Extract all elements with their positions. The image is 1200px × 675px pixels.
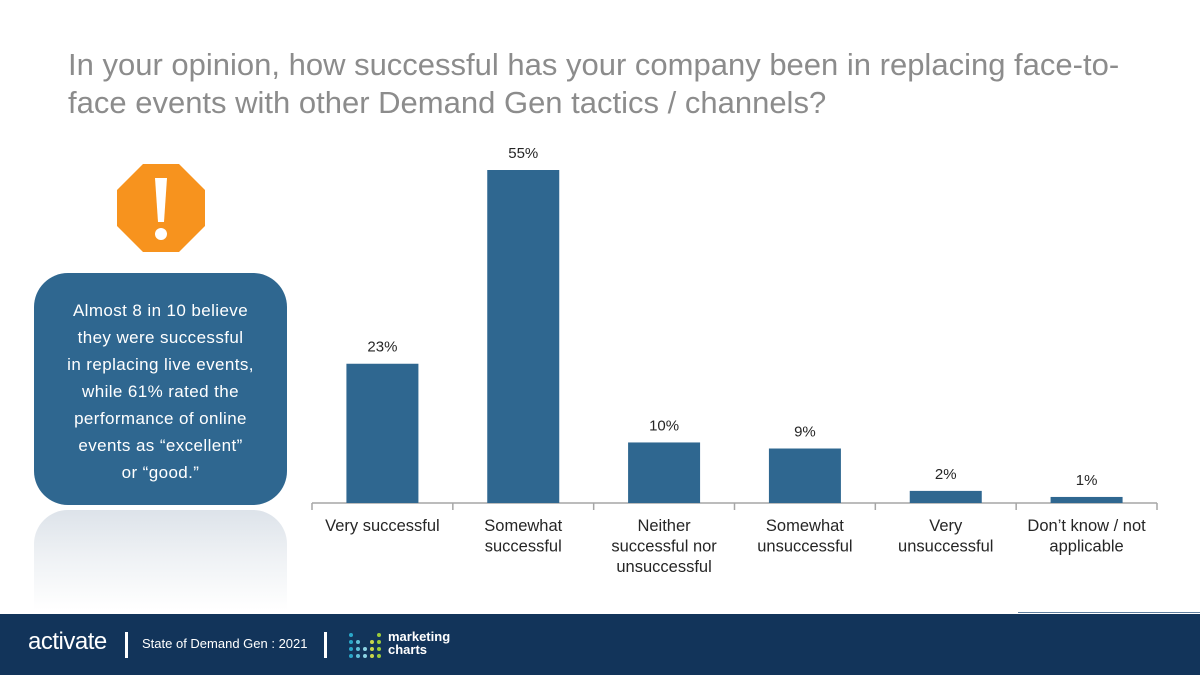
callout-line: performance of online [74, 409, 247, 428]
callout-line: Almost 8 in 10 believe [72, 301, 249, 320]
category-label: Very [929, 517, 963, 535]
footer-separator [324, 632, 327, 658]
callout-line: or “good.” [121, 463, 200, 482]
data-label: 55% [508, 145, 538, 162]
footer-bar: activate State of Demand Gen : 2021 mark… [0, 614, 1200, 675]
bar-chart: 23% Very successful 55% Somewhat successful 1… [311, 145, 1158, 576]
partner-logo-text: marketing charts [388, 630, 450, 656]
marketing-charts-logo-icon [349, 633, 381, 658]
category-label: Don’t know / not [1027, 517, 1146, 535]
callout-line: events as “excellent” [78, 436, 243, 455]
footer-subtitle: State of Demand Gen : 2021 [142, 636, 308, 651]
category-label: Very successful [325, 517, 440, 535]
category-label: successful [485, 538, 562, 556]
data-label: 9% [794, 424, 816, 441]
brand-logo: activate [28, 628, 107, 655]
partner-logo-line: charts [388, 642, 428, 657]
bar [768, 448, 841, 503]
callout-reflection [34, 510, 287, 610]
page-title: In your opinion, how successful has your… [68, 47, 1120, 120]
callout-line: while 61% rated the [82, 382, 239, 401]
bar [628, 442, 701, 503]
partner-logo-line: marketing [388, 629, 451, 644]
footer-divider [1018, 612, 1200, 613]
category-label: Neither [637, 517, 691, 535]
category-label: applicable [1049, 538, 1123, 556]
category-label: successful nor [611, 538, 717, 556]
data-label: 2% [935, 466, 957, 483]
category-label: unsuccessful [898, 538, 993, 556]
category-label: unsuccessful [616, 558, 711, 576]
data-label: 1% [1076, 472, 1098, 489]
category-label: Somewhat [766, 517, 844, 535]
warning-icon [117, 164, 205, 252]
data-label: 23% [367, 339, 397, 356]
bar [909, 490, 982, 503]
footer-separator [125, 632, 128, 658]
callout-line: in replacing live events, [67, 355, 254, 374]
category-label: Somewhat [484, 517, 562, 535]
bar [346, 363, 419, 503]
insight-callout: Almost 8 in 10 believe they were success… [34, 273, 287, 505]
bar [487, 170, 560, 503]
callout-line: they were successful [77, 328, 244, 347]
category-label: unsuccessful [757, 538, 852, 556]
bar [1050, 496, 1123, 503]
data-label: 10% [649, 417, 679, 434]
